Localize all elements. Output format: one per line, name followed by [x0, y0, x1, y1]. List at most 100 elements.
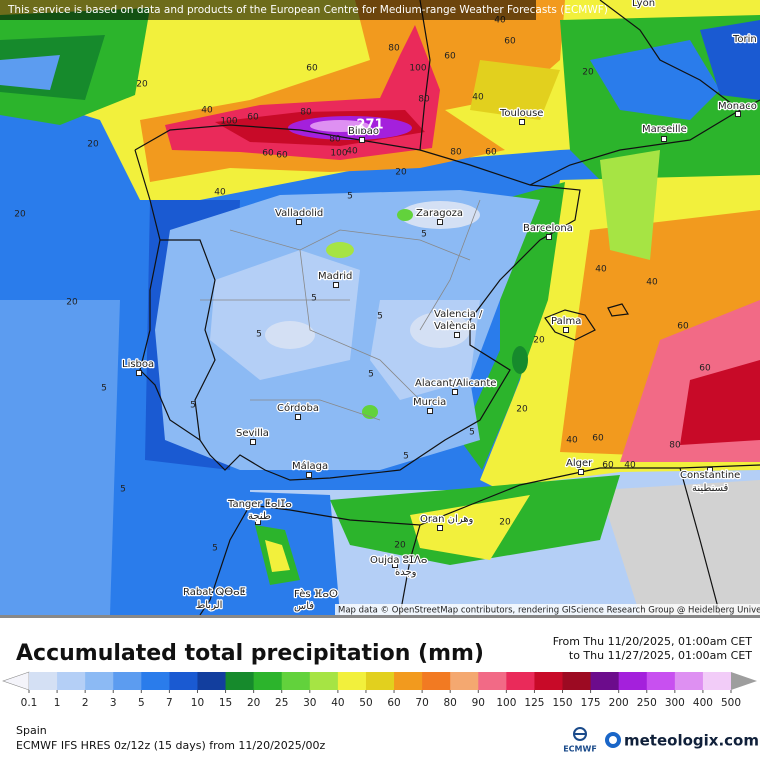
city-marker — [136, 370, 142, 376]
colorbar-tick-label: 3 — [110, 697, 117, 709]
city-label: وجدة — [395, 567, 417, 578]
contour-label: 20 — [87, 140, 99, 150]
ecmwf-logo: ECMWF — [563, 727, 597, 754]
city-label: Rabat ⵕⴱⴰⵟ — [183, 587, 246, 598]
city-label: Oujda ⵓⵊⴷⴰ — [370, 555, 427, 566]
colorbar-segment — [57, 672, 86, 690]
city-label: Murcia — [413, 397, 446, 408]
colorbar-segment — [702, 672, 732, 690]
colorbar-segment — [478, 672, 507, 690]
city-marker — [452, 389, 458, 395]
colorbar-tick-label: 7 — [166, 697, 173, 709]
city-marker — [563, 327, 569, 333]
city-label: Fès ⴼⴰⵙ — [294, 588, 338, 600]
city-marker — [306, 472, 312, 478]
city-label: Constantine — [680, 470, 740, 481]
city-label: Sevilla — [236, 428, 269, 439]
contour-label: 5 — [311, 294, 317, 304]
city-label: Alger — [566, 458, 593, 469]
contour-label: 80 — [418, 95, 430, 105]
colorbar-segment — [113, 672, 142, 690]
period-to: to Thu 11/27/2025, 01:00am CET — [569, 649, 752, 662]
colorbar-tick-label: 20 — [247, 697, 260, 709]
max-value-label: 271 — [356, 118, 383, 133]
city-marker — [333, 282, 339, 288]
attribution-bar — [335, 604, 760, 615]
colorbar-tick-label: 400 — [693, 697, 713, 709]
city-marker — [295, 414, 301, 420]
meteologix-logo[interactable]: meteologix.com — [605, 732, 759, 750]
contour-label: 20 — [394, 541, 406, 551]
contour-label: 80 — [329, 135, 341, 145]
contour-label: 5 — [469, 428, 475, 438]
colorbar-tick-label: 250 — [637, 697, 657, 709]
colorbar-tick-label: 50 — [359, 697, 372, 709]
colorbar-segment — [141, 672, 170, 690]
city-marker — [519, 119, 525, 125]
meteologix-text[interactable]: meteologix.com — [624, 732, 759, 750]
city-label: Valencia / — [434, 309, 483, 320]
admin-borders — [200, 199, 481, 421]
period-from: From Thu 11/20/2025, 01:00am CET — [553, 635, 753, 648]
legend-title: Accumulated total precipitation (mm) — [16, 641, 484, 666]
city-marker — [661, 136, 667, 142]
contour-label: 5 — [190, 401, 196, 411]
city-marker — [392, 562, 398, 568]
colorbar-tick-label: 5 — [138, 697, 145, 709]
contour-label: 5 — [212, 544, 218, 554]
city-marker — [250, 439, 256, 445]
colorbar-tick-label: 175 — [581, 697, 601, 709]
contour-label: 5 — [101, 384, 107, 394]
city-marker — [707, 467, 713, 473]
map-attribution: Map data © OpenStreetMap contributors, r… — [338, 606, 760, 616]
contour-label: 20 — [499, 518, 511, 528]
colorbar-tick-label: 80 — [444, 697, 457, 709]
city-label: Palma — [551, 316, 581, 327]
city-marker — [359, 137, 365, 143]
contour-label: 60 — [592, 434, 604, 444]
contour-label: 40 — [346, 147, 358, 157]
city-label: Monaco — [718, 101, 757, 112]
city-label: València — [434, 320, 476, 332]
colorbar-tick-label: 10 — [191, 697, 204, 709]
contour-label: 80 — [669, 441, 681, 451]
contour-label: 20 — [136, 80, 148, 90]
colorbar-tick-label: 60 — [387, 697, 400, 709]
colorbar-segment — [422, 672, 451, 690]
colorbar-tick-label: 30 — [303, 697, 316, 709]
colorbar-segment — [506, 672, 535, 690]
colorbar-segment — [618, 672, 648, 690]
colorbar-segment — [450, 672, 479, 690]
colorbar-tick-label: 125 — [524, 697, 544, 709]
contour-label: 20 — [395, 168, 407, 178]
colorbar-segment — [225, 672, 255, 690]
contour-label: 5 — [421, 230, 427, 240]
contour-label: 40 — [494, 16, 506, 26]
city-label: Tanger ⵟⴰⵏⵊⴰ — [227, 499, 292, 510]
colorbar-min-arrow — [2, 671, 30, 691]
city-label: قسنطينة — [692, 483, 729, 494]
city-label: Córdoba — [277, 402, 319, 414]
colorbar-tick-label: 0.1 — [21, 697, 38, 709]
city-marker — [546, 234, 552, 240]
colorbar-segment — [197, 672, 227, 690]
contour-label: 60 — [247, 113, 259, 123]
colorbar-segment — [590, 672, 620, 690]
colorbar-segment — [85, 672, 114, 690]
city-label: Zaragoza — [416, 208, 463, 219]
contour-label: 80 — [300, 108, 312, 118]
colorbar-segment — [309, 672, 339, 690]
city-label: Toulouse — [499, 108, 543, 119]
contour-label: 5 — [368, 370, 374, 380]
city-label: الرباط — [196, 600, 222, 611]
city-label: Lyon — [632, 0, 655, 9]
ecmwf-notice: This service is based on data and produc… — [7, 4, 608, 16]
colorbar-segment — [534, 672, 564, 690]
contour-label: 5 — [256, 330, 262, 340]
contour-label: 60 — [677, 322, 689, 332]
colorbar-tick-label: 25 — [275, 697, 288, 709]
city-marker — [255, 519, 261, 525]
colorbar-segment — [29, 672, 58, 690]
